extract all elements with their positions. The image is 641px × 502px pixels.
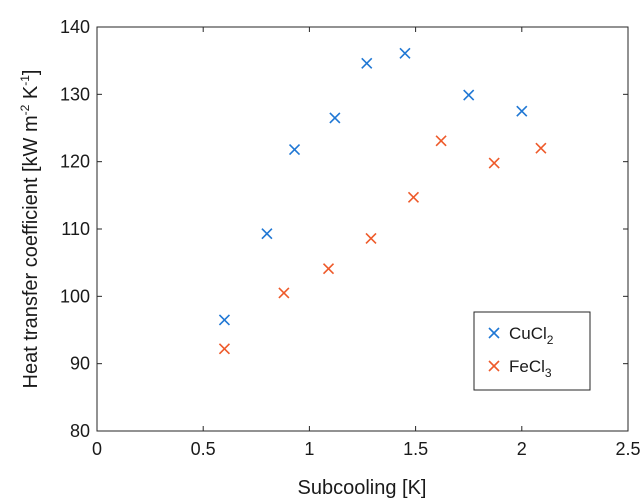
- y-axis-label: Heat transfer coefficient [kW m-2 K-1]: [18, 70, 42, 389]
- y-axis-label-close: ]: [20, 70, 42, 76]
- legend-marker-fecl3: [488, 360, 500, 372]
- data-point: [535, 142, 547, 154]
- y-axis-label-main: Heat transfer coefficient [kW m: [20, 115, 42, 388]
- data-point: [261, 228, 273, 240]
- legend-label-cucl2: CuCl2: [509, 324, 554, 347]
- data-point: [288, 143, 301, 156]
- data-point: [218, 314, 231, 326]
- y-axis-label-exp1: -2: [18, 104, 32, 115]
- data-markers: [218, 47, 547, 355]
- x-tick-label: 2.5: [615, 439, 640, 459]
- y-tick-label: 140: [60, 17, 90, 37]
- x-tick-label: 2: [517, 439, 527, 459]
- y-tick-label: 130: [60, 84, 90, 104]
- data-point: [435, 135, 447, 147]
- x-tick-label: 1: [304, 439, 314, 459]
- y-tick-label: 110: [61, 219, 90, 239]
- y-axis-label-exp2: -1: [18, 75, 32, 86]
- y-axis-label-mid: K: [20, 85, 42, 105]
- legend-marker-cucl2: [488, 327, 500, 339]
- data-point: [218, 343, 231, 355]
- data-point: [399, 47, 411, 59]
- series-cucl2: [218, 47, 528, 326]
- x-tick-label: 1.5: [403, 439, 428, 459]
- x-tick-labels: 0 0.5 1 1.5 2 2.5: [92, 439, 641, 459]
- y-tick-label: 90: [70, 354, 90, 374]
- data-point: [322, 263, 335, 275]
- x-tick-label: 0: [92, 439, 102, 459]
- data-point: [488, 157, 500, 169]
- data-point: [516, 105, 528, 117]
- y-tick-label: 120: [60, 152, 90, 172]
- y-tick-labels: 80 90 100 110 120 130 140: [60, 17, 90, 441]
- y-tick-label: 100: [60, 286, 90, 306]
- legend-label-fecl3: FeCl3: [509, 357, 552, 380]
- legend-marker-x: [488, 360, 500, 372]
- x-tick-label: 0.5: [191, 439, 216, 459]
- legend-box: [473, 311, 591, 391]
- legend-marker-x: [488, 327, 500, 339]
- data-point: [361, 57, 373, 69]
- data-point: [329, 112, 341, 124]
- data-point: [463, 89, 475, 101]
- legend: CuCl2 FeCl3: [473, 311, 591, 391]
- y-tick-label: 80: [70, 421, 90, 441]
- data-point: [407, 191, 420, 203]
- axis-ticks: [96, 26, 629, 432]
- data-point: [278, 287, 290, 299]
- data-point: [365, 232, 377, 244]
- x-axis-label: Subcooling [K]: [298, 477, 427, 499]
- series-fecl3: [218, 135, 547, 355]
